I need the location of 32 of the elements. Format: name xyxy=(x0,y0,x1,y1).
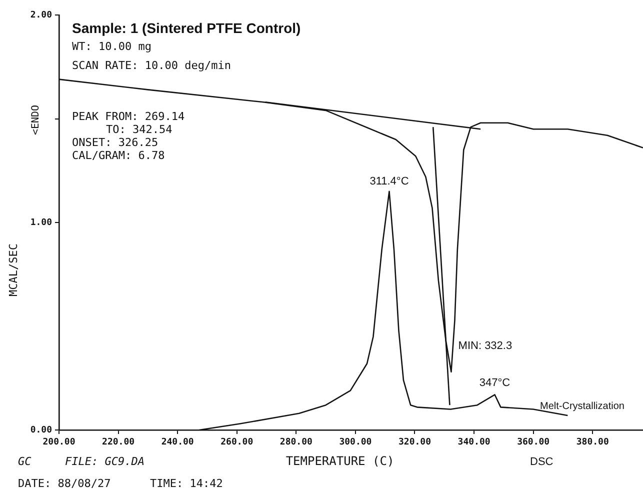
text: TIME: 14:42 xyxy=(150,476,223,490)
x-tick-label: 200.00 xyxy=(42,438,76,448)
text: <ENDO xyxy=(30,104,42,136)
annotation: 311.4°C xyxy=(370,175,409,188)
y-tick-label: 2.00 xyxy=(30,10,52,20)
x-tick-label: 260.00 xyxy=(220,438,254,448)
text: DSC xyxy=(530,456,554,468)
x-tick-label: 220.00 xyxy=(102,438,135,448)
x-tick-label: 240.00 xyxy=(161,438,194,448)
annotation: Melt-Crystallization xyxy=(540,400,624,412)
annotation: MIN: 332.3 xyxy=(458,340,512,352)
x-tick-label: 380.00 xyxy=(576,438,609,448)
text: DATE: 88/08/27 xyxy=(18,476,111,490)
y-axis-title: MCAL/SEC xyxy=(6,244,20,296)
x-tick-label: 340.00 xyxy=(458,438,490,448)
x-tick-label: 360.00 xyxy=(517,438,550,448)
x-tick-label: 280.00 xyxy=(280,438,312,448)
annotation: TO: 342.54 xyxy=(106,122,173,136)
chart-title: Sample: 1 (Sintered PTFE Control) xyxy=(72,20,301,36)
text: GC xyxy=(18,454,32,468)
annotation: ONSET: 326.25 xyxy=(72,136,158,149)
x-axis-title: TEMPERATURE (C) xyxy=(286,454,394,468)
x-tick-label: 300.00 xyxy=(339,438,372,448)
text: FILE: GC9.DA xyxy=(65,454,144,468)
annotation: SCAN RATE: 10.00 deg/min xyxy=(72,58,231,72)
y-tick-label: 0.00 xyxy=(30,425,52,436)
annotation: PEAK FROM: 269.14 xyxy=(72,110,185,123)
annotation: WT: 10.00 mg xyxy=(72,40,152,53)
x-tick-label: 320.00 xyxy=(398,438,431,448)
annotation: 347°C xyxy=(479,376,510,389)
y-tick-label: 1.00 xyxy=(30,218,52,228)
annotation: CAL/GRAM: 6.78 xyxy=(72,148,165,162)
